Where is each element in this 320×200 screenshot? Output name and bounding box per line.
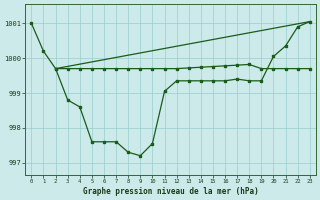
X-axis label: Graphe pression niveau de la mer (hPa): Graphe pression niveau de la mer (hPa) xyxy=(83,187,259,196)
